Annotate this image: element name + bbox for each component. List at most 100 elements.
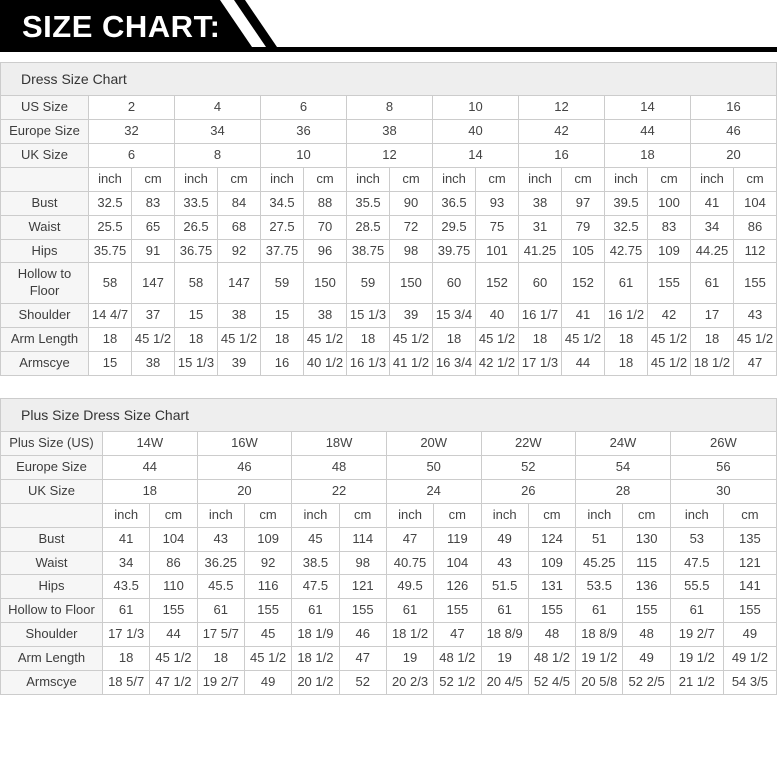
measure-cm-cell: 97 bbox=[561, 190, 605, 216]
size-value-cell: 44 bbox=[604, 119, 691, 144]
measure-inch-cell: 47.5 bbox=[291, 574, 340, 600]
measure-inch-cell: 47 bbox=[385, 526, 435, 552]
size-value-cell: 8 bbox=[174, 142, 261, 168]
measure-cm-cell: 90 bbox=[389, 190, 433, 216]
measure-cm-cell: 86 bbox=[149, 550, 198, 576]
size-value-cell: 36 bbox=[260, 119, 347, 144]
size-chart-banner: SIZE CHART: bbox=[0, 0, 777, 53]
measure-cm-cell: 126 bbox=[433, 574, 482, 600]
size-value-cell: 24W bbox=[575, 431, 671, 456]
measure-inch-cell: 18 bbox=[260, 327, 304, 352]
unit-header-cm: cm bbox=[433, 502, 482, 528]
measure-cm-cell: 121 bbox=[338, 574, 387, 600]
measure-inch-cell: 19 bbox=[385, 646, 435, 671]
measure-row: Shoulder 17 1/3 44 17 5/7 45 18 1/9 46 18 1/2 47… bbox=[0, 622, 777, 648]
measure-cm-cell: 150 bbox=[389, 262, 433, 305]
size-row: UK Size 18 20 22 24 26 28 30 bbox=[0, 478, 777, 504]
unit-header-cm: cm bbox=[243, 502, 293, 528]
measure-inch-cell: 19 1/2 bbox=[669, 646, 724, 671]
measure-inch-cell: 39.75 bbox=[432, 238, 476, 264]
measure-inch-cell: 25.5 bbox=[88, 214, 132, 240]
size-value-cell: 38 bbox=[346, 119, 433, 144]
measure-cm-cell: 47 1/2 bbox=[149, 669, 198, 695]
size-value-cell: 14W bbox=[102, 431, 198, 456]
measure-cm-cell: 109 bbox=[647, 238, 691, 264]
size-value-cell: 32 bbox=[88, 119, 175, 144]
row-label: Hollow to Floor bbox=[0, 262, 89, 305]
unit-header-inch: inch bbox=[669, 502, 724, 528]
measure-cm-cell: 112 bbox=[733, 238, 777, 264]
unit-header-cm: cm bbox=[217, 166, 261, 192]
measure-cm-cell: 155 bbox=[338, 598, 387, 624]
measure-cm-cell: 100 bbox=[647, 190, 691, 216]
measure-cm-cell: 155 bbox=[722, 598, 777, 624]
size-value-cell: 26W bbox=[669, 431, 777, 456]
measure-cm-cell: 37 bbox=[131, 303, 175, 329]
measure-cm-cell: 119 bbox=[433, 526, 482, 552]
measure-cm-cell: 152 bbox=[475, 262, 519, 305]
measure-cm-cell: 45 1/2 bbox=[149, 646, 198, 671]
measure-inch-cell: 18 bbox=[174, 327, 218, 352]
measure-inch-cell: 17 1/3 bbox=[101, 622, 151, 648]
size-value-cell: 22 bbox=[291, 478, 387, 504]
measure-cm-cell: 155 bbox=[647, 262, 691, 305]
measure-inch-cell: 35.75 bbox=[88, 238, 132, 264]
measure-cm-cell: 86 bbox=[733, 214, 777, 240]
measure-inch-cell: 19 bbox=[480, 646, 529, 671]
measure-cm-cell: 155 bbox=[733, 262, 777, 305]
size-row: Europe Size 44 46 48 50 52 54 56 bbox=[0, 454, 777, 480]
measure-inch-cell: 19 2/7 bbox=[196, 669, 245, 695]
measure-cm-cell: 141 bbox=[722, 574, 777, 600]
measure-row: Hips 35.75 91 36.75 92 37.75 96 38.75 98 39.75 101… bbox=[0, 238, 777, 264]
measure-inch-cell: 55.5 bbox=[669, 574, 724, 600]
measure-cm-cell: 155 bbox=[243, 598, 293, 624]
size-value-cell: 18 bbox=[102, 478, 198, 504]
measure-inch-cell: 15 3/4 bbox=[432, 303, 476, 329]
measure-cm-cell: 147 bbox=[217, 262, 261, 305]
measure-inch-cell: 20 2/3 bbox=[385, 669, 435, 695]
measure-cm-cell: 75 bbox=[475, 214, 519, 240]
size-value-cell: 18 bbox=[604, 142, 691, 168]
measure-cm-cell: 104 bbox=[433, 550, 482, 576]
measure-cm-cell: 48 1/2 bbox=[433, 646, 482, 671]
size-chart-table: Dress Size Chart US Size 2 4 6 8 10 12 14 16 Europ… bbox=[0, 61, 777, 376]
measure-inch-cell: 38 bbox=[518, 190, 562, 216]
measure-cm-cell: 124 bbox=[527, 526, 577, 552]
measure-inch-cell: 15 bbox=[260, 303, 304, 329]
row-label: Arm Length bbox=[0, 327, 89, 352]
size-row: US Size 2 4 6 8 10 12 14 16 bbox=[0, 95, 777, 121]
measure-inch-cell: 45.25 bbox=[575, 550, 624, 576]
measure-inch-cell: 60 bbox=[432, 262, 476, 305]
measure-cm-cell: 45 1/2 bbox=[217, 327, 261, 352]
measure-cm-cell: 135 bbox=[722, 526, 777, 552]
measure-inch-cell: 38.75 bbox=[346, 238, 390, 264]
measure-cm-cell: 49 bbox=[622, 646, 671, 671]
size-value-cell: 18W bbox=[291, 431, 387, 456]
measure-inch-cell: 61 bbox=[575, 598, 624, 624]
measure-cm-cell: 83 bbox=[647, 214, 691, 240]
unit-header-cm: cm bbox=[475, 166, 519, 192]
measure-inch-cell: 45.5 bbox=[196, 574, 245, 600]
measure-row: Hips 43.5 110 45.5 116 47.5 121 49.5 126 51.5 131 5… bbox=[0, 574, 777, 600]
measure-cm-cell: 88 bbox=[303, 190, 347, 216]
measure-inch-cell: 51 bbox=[575, 526, 624, 552]
measure-cm-cell: 131 bbox=[527, 574, 577, 600]
measure-cm-cell: 68 bbox=[217, 214, 261, 240]
measure-inch-cell: 61 bbox=[291, 598, 340, 624]
size-value-cell: 6 bbox=[88, 142, 175, 168]
measure-cm-cell: 109 bbox=[243, 526, 293, 552]
row-label: Bust bbox=[0, 190, 89, 216]
measure-inch-cell: 36.75 bbox=[174, 238, 218, 264]
measure-cm-cell: 96 bbox=[303, 238, 347, 264]
size-value-cell: 30 bbox=[669, 478, 777, 504]
measure-cm-cell: 92 bbox=[243, 550, 293, 576]
measure-row: Hollow to Floor 58 147 58 147 59 150 59 150 60 152… bbox=[0, 262, 777, 305]
measure-row: Bust 41 104 43 109 45 114 47 119 49 124 51 130 53 135 bbox=[0, 526, 777, 552]
measure-cm-cell: 45 1/2 bbox=[647, 350, 691, 376]
unit-header-row: inch cm inch cm inch cm inch cm inch cm inch cm inch… bbox=[0, 502, 777, 528]
unit-header-cm: cm bbox=[131, 166, 175, 192]
unit-header-cm: cm bbox=[647, 166, 691, 192]
unit-header-inch: inch bbox=[101, 502, 151, 528]
measure-inch-cell: 16 1/2 bbox=[604, 303, 648, 329]
row-label: Plus Size (US) bbox=[0, 431, 103, 456]
